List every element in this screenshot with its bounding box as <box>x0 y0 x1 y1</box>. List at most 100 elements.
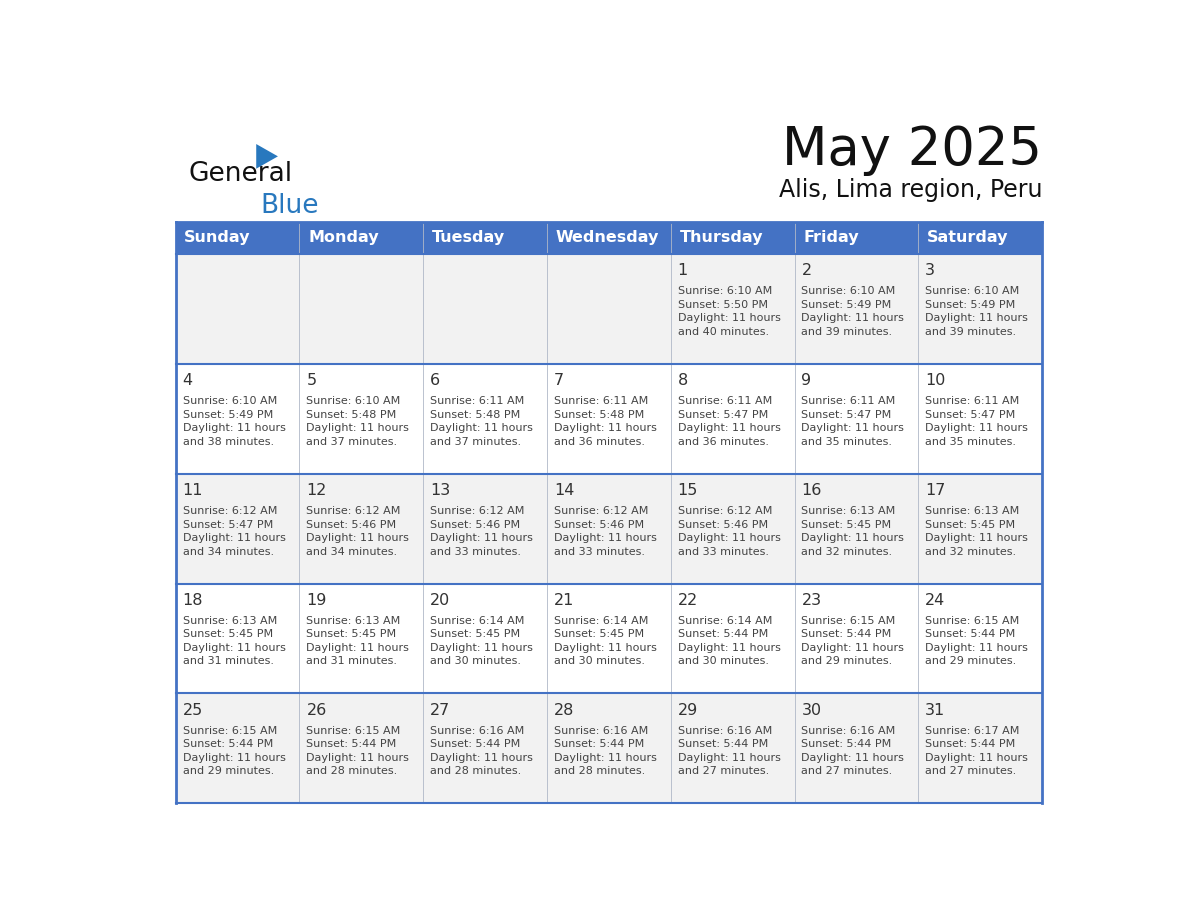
Bar <box>671 584 795 693</box>
Text: Sunrise: 6:15 AM: Sunrise: 6:15 AM <box>183 726 277 735</box>
Text: and 32 minutes.: and 32 minutes. <box>802 546 892 556</box>
Text: Sunrise: 6:16 AM: Sunrise: 6:16 AM <box>430 726 524 735</box>
Bar <box>671 254 795 364</box>
Text: 8: 8 <box>677 374 688 388</box>
Text: Sunrise: 6:11 AM: Sunrise: 6:11 AM <box>430 397 524 407</box>
Text: and 34 minutes.: and 34 minutes. <box>307 546 398 556</box>
Bar <box>795 693 918 803</box>
Text: Sunset: 5:45 PM: Sunset: 5:45 PM <box>430 630 520 639</box>
Text: 21: 21 <box>554 593 574 608</box>
Bar <box>299 222 423 254</box>
Bar <box>918 364 1042 474</box>
Text: and 30 minutes.: and 30 minutes. <box>430 656 522 666</box>
Text: Sunrise: 6:12 AM: Sunrise: 6:12 AM <box>307 506 400 516</box>
Bar <box>918 693 1042 803</box>
Text: Sunrise: 6:13 AM: Sunrise: 6:13 AM <box>802 506 896 516</box>
Bar <box>299 364 423 474</box>
Text: Daylight: 11 hours: Daylight: 11 hours <box>183 753 285 763</box>
Text: Sunrise: 6:15 AM: Sunrise: 6:15 AM <box>802 616 896 626</box>
Bar <box>795 254 918 364</box>
Text: Sunset: 5:48 PM: Sunset: 5:48 PM <box>307 409 397 420</box>
Text: Daylight: 11 hours: Daylight: 11 hours <box>677 643 781 653</box>
Text: Daylight: 11 hours: Daylight: 11 hours <box>802 313 904 323</box>
Text: Daylight: 11 hours: Daylight: 11 hours <box>925 423 1028 433</box>
Text: and 29 minutes.: and 29 minutes. <box>802 656 892 666</box>
Text: and 31 minutes.: and 31 minutes. <box>307 656 397 666</box>
Text: Daylight: 11 hours: Daylight: 11 hours <box>183 643 285 653</box>
Text: Daylight: 11 hours: Daylight: 11 hours <box>677 533 781 543</box>
Text: 10: 10 <box>925 374 946 388</box>
Text: and 40 minutes.: and 40 minutes. <box>677 327 769 337</box>
Text: 30: 30 <box>802 702 822 718</box>
Text: Sunset: 5:48 PM: Sunset: 5:48 PM <box>430 409 520 420</box>
Text: Sunset: 5:48 PM: Sunset: 5:48 PM <box>554 409 644 420</box>
Text: Sunrise: 6:10 AM: Sunrise: 6:10 AM <box>183 397 277 407</box>
Text: and 33 minutes.: and 33 minutes. <box>554 546 645 556</box>
Text: Saturday: Saturday <box>927 230 1009 245</box>
Text: Sunrise: 6:12 AM: Sunrise: 6:12 AM <box>430 506 525 516</box>
Text: and 37 minutes.: and 37 minutes. <box>307 437 398 447</box>
Bar <box>176 222 299 254</box>
Text: Sunrise: 6:14 AM: Sunrise: 6:14 AM <box>430 616 525 626</box>
Text: 20: 20 <box>430 593 450 608</box>
Bar <box>918 222 1042 254</box>
Text: Sunrise: 6:10 AM: Sunrise: 6:10 AM <box>307 397 400 407</box>
Bar <box>546 693 671 803</box>
Text: Sunrise: 6:12 AM: Sunrise: 6:12 AM <box>677 506 772 516</box>
Text: Daylight: 11 hours: Daylight: 11 hours <box>307 643 409 653</box>
Text: and 33 minutes.: and 33 minutes. <box>677 546 769 556</box>
Text: Sunset: 5:44 PM: Sunset: 5:44 PM <box>925 739 1016 749</box>
Text: Alis, Lima region, Peru: Alis, Lima region, Peru <box>778 178 1042 202</box>
Bar <box>671 693 795 803</box>
Text: Daylight: 11 hours: Daylight: 11 hours <box>554 753 657 763</box>
Text: 27: 27 <box>430 702 450 718</box>
Text: and 34 minutes.: and 34 minutes. <box>183 546 273 556</box>
Text: 23: 23 <box>802 593 822 608</box>
Text: Daylight: 11 hours: Daylight: 11 hours <box>430 643 533 653</box>
Text: Sunset: 5:44 PM: Sunset: 5:44 PM <box>677 630 767 639</box>
Text: Sunrise: 6:14 AM: Sunrise: 6:14 AM <box>554 616 649 626</box>
Text: and 38 minutes.: and 38 minutes. <box>183 437 273 447</box>
Text: Sunset: 5:47 PM: Sunset: 5:47 PM <box>925 409 1016 420</box>
Bar <box>299 254 423 364</box>
Text: and 28 minutes.: and 28 minutes. <box>430 767 522 776</box>
Bar <box>546 474 671 584</box>
Text: Sunset: 5:49 PM: Sunset: 5:49 PM <box>925 300 1016 310</box>
Text: 26: 26 <box>307 702 327 718</box>
Text: Sunrise: 6:12 AM: Sunrise: 6:12 AM <box>554 506 649 516</box>
Text: Friday: Friday <box>803 230 859 245</box>
Bar <box>671 222 795 254</box>
Text: Sunset: 5:44 PM: Sunset: 5:44 PM <box>430 739 520 749</box>
Text: Sunrise: 6:13 AM: Sunrise: 6:13 AM <box>925 506 1019 516</box>
Text: Daylight: 11 hours: Daylight: 11 hours <box>554 533 657 543</box>
Text: Daylight: 11 hours: Daylight: 11 hours <box>307 753 409 763</box>
Text: 4: 4 <box>183 374 192 388</box>
Text: Daylight: 11 hours: Daylight: 11 hours <box>802 643 904 653</box>
Bar <box>176 254 299 364</box>
Bar <box>299 693 423 803</box>
Text: and 37 minutes.: and 37 minutes. <box>430 437 522 447</box>
Text: Sunset: 5:50 PM: Sunset: 5:50 PM <box>677 300 767 310</box>
Bar <box>423 364 546 474</box>
Text: Daylight: 11 hours: Daylight: 11 hours <box>307 533 409 543</box>
Text: and 30 minutes.: and 30 minutes. <box>677 656 769 666</box>
Bar <box>546 254 671 364</box>
Bar <box>546 364 671 474</box>
Polygon shape <box>257 144 278 169</box>
Text: Sunset: 5:46 PM: Sunset: 5:46 PM <box>430 520 520 530</box>
Bar <box>176 364 299 474</box>
Text: and 27 minutes.: and 27 minutes. <box>925 767 1017 776</box>
Text: and 35 minutes.: and 35 minutes. <box>925 437 1016 447</box>
Text: 31: 31 <box>925 702 946 718</box>
Bar <box>299 584 423 693</box>
Bar <box>176 474 299 584</box>
Text: 12: 12 <box>307 483 327 498</box>
Text: Sunrise: 6:15 AM: Sunrise: 6:15 AM <box>925 616 1019 626</box>
Text: 28: 28 <box>554 702 574 718</box>
Text: Sunset: 5:47 PM: Sunset: 5:47 PM <box>677 409 767 420</box>
Text: 14: 14 <box>554 483 574 498</box>
Text: 2: 2 <box>802 263 811 278</box>
Text: Sunrise: 6:15 AM: Sunrise: 6:15 AM <box>307 726 400 735</box>
Text: Sunrise: 6:13 AM: Sunrise: 6:13 AM <box>307 616 400 626</box>
Text: Daylight: 11 hours: Daylight: 11 hours <box>802 423 904 433</box>
